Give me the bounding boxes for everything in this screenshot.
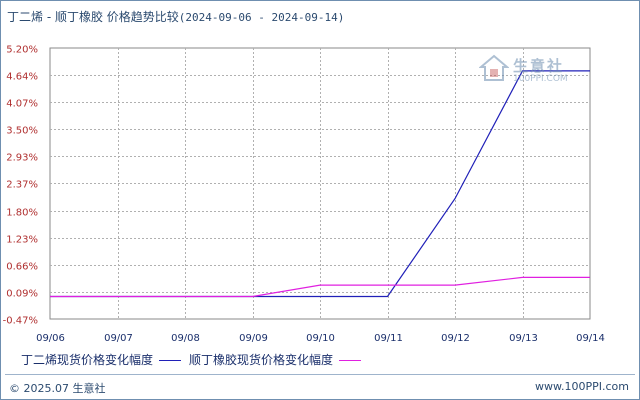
x-tick-label: 09/11 (374, 333, 403, 344)
x-tick-label: 09/10 (306, 333, 335, 344)
axis-layer: 5.20% 4.64% 4.07% 3.50% 2.93% 2.37% 1.80% 1.23%… (3, 45, 605, 345)
footer-copyright: © 2025.07 生意社 (9, 382, 106, 395)
chart-title-text: 丁二烯 - 顺丁橡胶 价格趋势比较 (7, 10, 179, 24)
footer-url: www.100PPI.com (535, 380, 629, 393)
watermark: 生意社 100PPI.COM (478, 53, 579, 87)
footer: © 2025.07 生意社 www.100PPI.com (9, 380, 629, 395)
watermark-url: 100PPI.COM (513, 74, 568, 84)
x-tick-label: 09/06 (36, 333, 65, 344)
legend: 丁二烯现货价格变化幅度 顺丁橡胶现货价格变化幅度 (21, 351, 369, 369)
y-tick-label: 4.07% (6, 99, 38, 110)
x-tick-label: 09/09 (239, 333, 268, 344)
y-tick-label: 0.09% (6, 289, 38, 300)
x-tick-label: 09/12 (441, 333, 470, 344)
y-tick-label: 0.66% (6, 262, 38, 273)
x-tick-label: 09/14 (576, 333, 605, 344)
footer-divider (5, 374, 635, 375)
legend-series-1-label: 丁二烯现货价格变化幅度 (21, 353, 154, 367)
y-tick-label: -0.47% (3, 316, 38, 327)
y-tick-label: 1.23% (6, 235, 38, 246)
x-tick-label: 09/13 (509, 333, 538, 344)
y-tick-label: 5.20% (6, 45, 38, 56)
x-tick-label: 09/08 (171, 333, 200, 344)
y-tick-label: 3.50% (6, 126, 38, 137)
x-tick-label: 09/07 (104, 333, 133, 344)
watermark-name: 生意社 (513, 57, 565, 75)
y-tick-label: 4.64% (6, 72, 38, 83)
legend-series-2-label: 顺丁橡胶现货价格变化幅度 (189, 353, 334, 367)
legend-series-1-swatch (159, 360, 182, 361)
house-logo-icon (478, 54, 510, 81)
chart-title: 丁二烯 - 顺丁橡胶 价格趋势比较(2024-09-06 - 2024-09-1… (7, 8, 344, 24)
grid-layer (49, 47, 591, 320)
y-tick-label: 2.37% (6, 180, 38, 191)
y-tick-label: 1.80% (6, 208, 38, 219)
series-layer (49, 70, 591, 298)
date-range: (2024-09-06 - 2024-09-14) (178, 11, 345, 24)
y-tick-label: 2.93% (6, 153, 38, 164)
legend-series-2-swatch (339, 360, 362, 361)
